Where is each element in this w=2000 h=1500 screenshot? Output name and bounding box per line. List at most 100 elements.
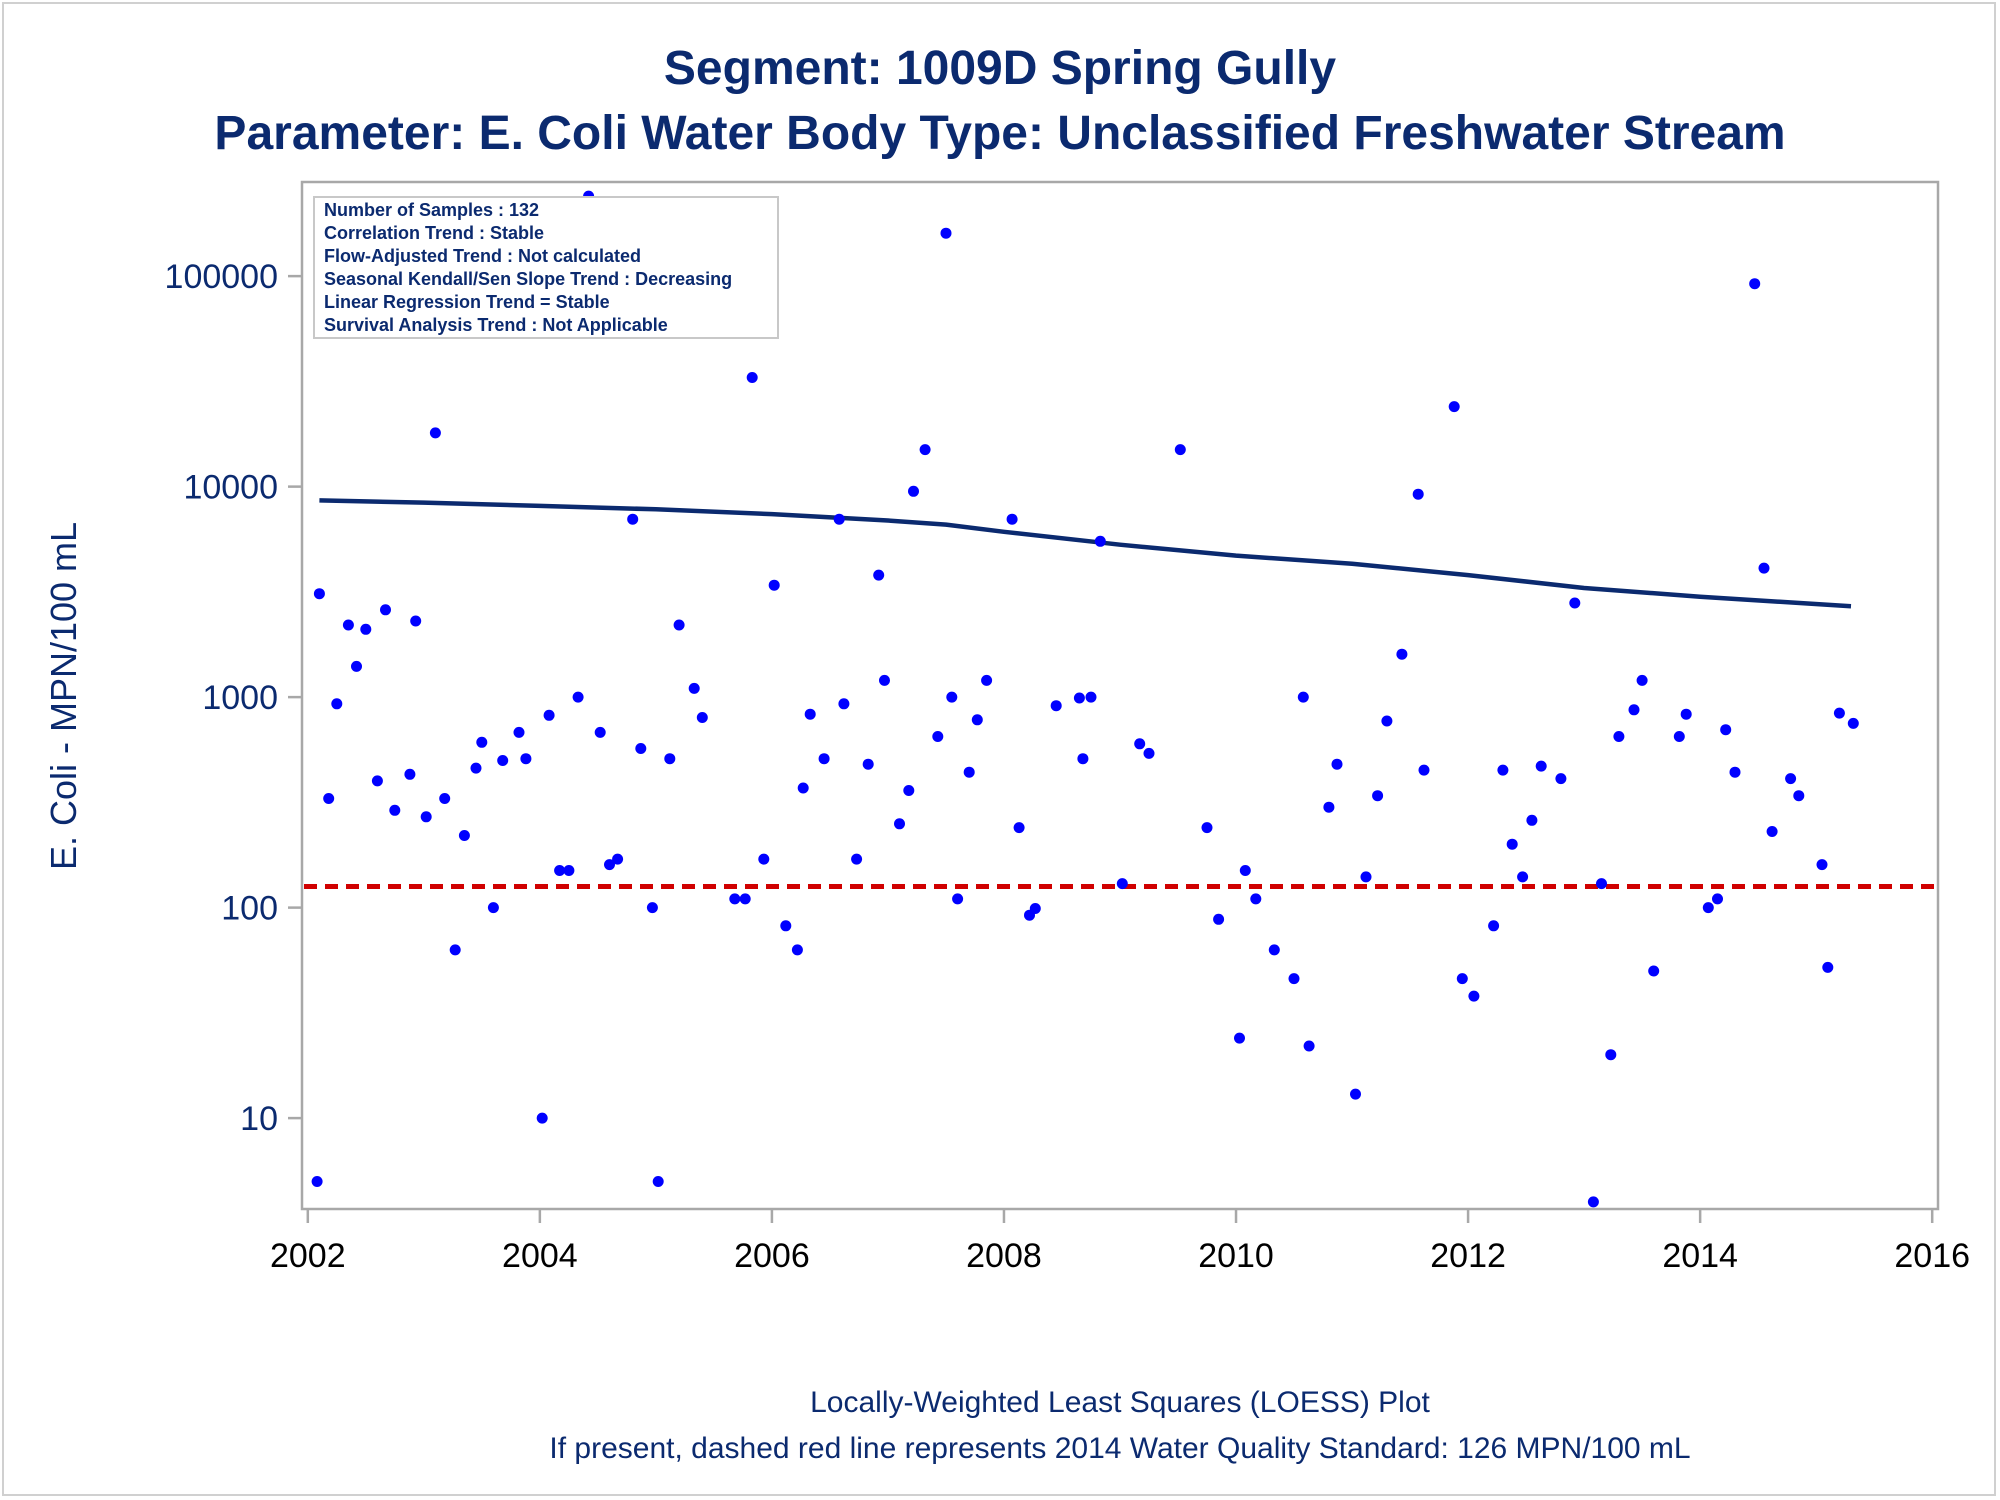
data-point [1729, 766, 1741, 778]
data-point [1116, 878, 1128, 890]
x-tick-label: 2010 [1198, 1237, 1274, 1275]
data-point [1628, 704, 1640, 716]
y-tick-label: 10 [240, 1100, 278, 1138]
data-point [311, 1176, 323, 1187]
x-tick-label: 2014 [1662, 1237, 1738, 1275]
data-point [1134, 738, 1146, 750]
data-point [1288, 973, 1300, 985]
data-point [458, 830, 470, 841]
data-point [331, 698, 343, 710]
data-point [313, 588, 325, 600]
stat-correlation-trend: Correlation Trend : Stable [324, 223, 544, 243]
data-point [351, 660, 362, 672]
data-point [1331, 758, 1343, 770]
data-point [1201, 822, 1213, 834]
data-point [1680, 708, 1692, 720]
data-point [818, 753, 830, 765]
stats-box: Number of Samples : 132 Correlation Tren… [313, 196, 779, 339]
data-point [513, 726, 525, 738]
data-point [971, 714, 983, 726]
data-point [919, 444, 931, 456]
data-point [1636, 674, 1648, 686]
data-point [1077, 753, 1089, 765]
data-point [1094, 535, 1106, 547]
data-point [1535, 760, 1547, 772]
data-point [1648, 965, 1660, 977]
data-point [791, 944, 803, 956]
data-point [1303, 1040, 1315, 1052]
data-point [1396, 648, 1408, 660]
data-point [646, 902, 658, 914]
data-point [688, 682, 700, 694]
data-point [1712, 893, 1723, 905]
data-point [439, 793, 451, 804]
data-point [862, 758, 874, 770]
data-point [838, 698, 850, 710]
data-point [1456, 973, 1468, 985]
data-point [389, 804, 401, 816]
data-point [410, 615, 422, 627]
data-point [739, 893, 751, 905]
data-point [627, 513, 639, 525]
data-point [612, 853, 624, 865]
chart-subtitle: Parameter: E. Coli Water Body Type: Uncl… [214, 107, 1785, 160]
data-point [1816, 859, 1828, 871]
y-tick-label: 1000 [202, 679, 278, 717]
footnote-standard: If present, dashed red line represents 2… [549, 1432, 1690, 1465]
y-axis: 10 100 1000 10000 100000 [165, 258, 302, 1138]
data-point [903, 785, 915, 796]
y-tick-label: 10000 [183, 469, 278, 507]
footnote-loess: Locally-Weighted Least Squares (LOESS) P… [810, 1386, 1430, 1419]
data-point [520, 753, 532, 765]
data-point [758, 853, 770, 865]
data-point [729, 893, 741, 905]
data-point [664, 753, 676, 765]
data-point [1822, 961, 1834, 973]
data-point [1412, 488, 1424, 500]
x-tick-label: 2012 [1430, 1237, 1506, 1275]
data-point [1847, 717, 1859, 729]
data-point [1833, 707, 1845, 719]
data-point [1050, 700, 1062, 712]
data-point [1673, 731, 1685, 742]
stat-survival-analysis-trend: Survival Analysis Trend : Not Applicable [324, 315, 668, 335]
data-point [1360, 871, 1372, 883]
data-point [652, 1176, 664, 1187]
data-point [470, 762, 482, 774]
data-point [429, 427, 441, 439]
data-point [497, 755, 509, 766]
data-point [1785, 773, 1797, 785]
data-point [946, 691, 958, 703]
data-point [696, 712, 708, 723]
data-point [1372, 790, 1384, 802]
plot-area [300, 180, 1940, 1211]
data-point [1323, 801, 1335, 813]
data-point [487, 902, 499, 914]
data-point [1448, 401, 1460, 413]
data-point [1073, 692, 1085, 704]
data-point [1250, 893, 1262, 905]
data-point [1143, 747, 1155, 759]
stat-linear-regression-trend: Linear Regression Trend = Stable [324, 292, 610, 312]
data-point [1497, 764, 1509, 776]
data-point [746, 372, 758, 383]
data-point [1605, 1049, 1617, 1061]
y-axis-label: E. Coli - MPN/100 mL [43, 522, 84, 870]
loess-trend-line [319, 498, 1852, 609]
data-point [536, 1112, 548, 1124]
data-point [380, 604, 391, 616]
data-point [1297, 691, 1309, 703]
x-tick-label: 2008 [966, 1237, 1042, 1275]
data-point [952, 893, 964, 905]
y-tick-label: 100 [221, 890, 278, 928]
data-point [1418, 764, 1430, 776]
data-point [1234, 1032, 1245, 1044]
y-tick-label: 100000 [165, 258, 278, 296]
data-point [804, 708, 816, 720]
data-point [673, 619, 685, 631]
x-tick-label: 2006 [734, 1237, 810, 1275]
x-axis: 2002 2004 2006 2008 2010 2012 2014 2016 [270, 1209, 1970, 1275]
data-point [963, 766, 975, 778]
data-point [360, 623, 372, 635]
